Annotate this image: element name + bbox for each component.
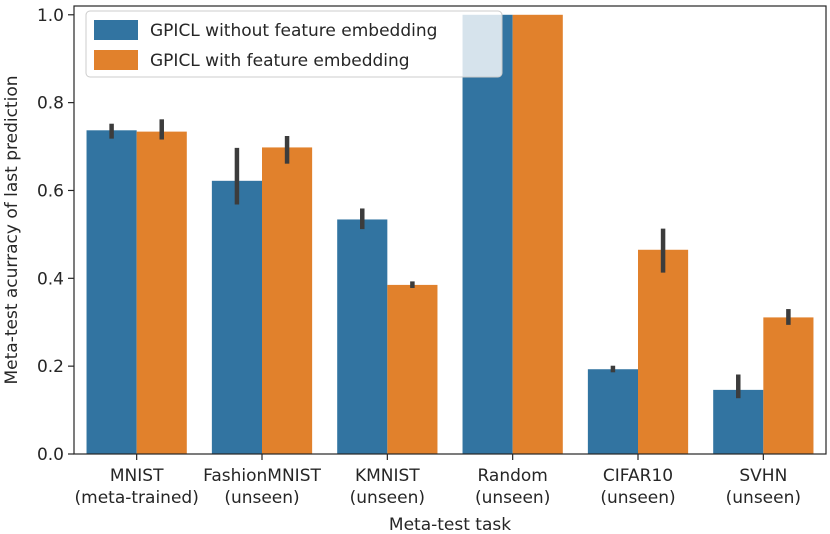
legend: GPICL without feature embedding GPICL wit… <box>85 10 503 78</box>
legend-box <box>85 10 503 78</box>
bar-1-2 <box>211 180 262 454</box>
bar-2-1 <box>136 131 187 454</box>
x-tick-label-2-1: (unseen) <box>350 488 425 508</box>
bar-2-5 <box>638 249 689 454</box>
x-tick-label-5-1: (unseen) <box>726 488 801 508</box>
y-axis-label: Meta-test acurracy of last prediction <box>2 76 22 385</box>
x-axis-label: Meta-test task <box>389 515 511 534</box>
legend-label-2: GPICL with feature embedding <box>150 51 410 71</box>
x-tick-label-4-1: (unseen) <box>600 488 675 508</box>
y-tick-label-0: 0.0 <box>37 445 64 465</box>
bar-1-4 <box>462 14 513 455</box>
x-tick-label-0-1: (meta-trained) <box>75 488 199 508</box>
y-tick-label-3: 0.6 <box>37 181 64 201</box>
bar-2-2 <box>262 147 313 455</box>
bar-2-6 <box>763 317 814 454</box>
x-tick-label-4-0: CIFAR10 <box>603 466 673 486</box>
y-tick-label-2: 0.4 <box>37 269 64 289</box>
bar-1-5 <box>587 369 638 454</box>
x-tick-label-5-0: SVHN <box>739 466 787 486</box>
bars-layer <box>86 14 814 455</box>
legend-swatch-2 <box>94 50 138 70</box>
x-tick-label-1-1: (unseen) <box>224 488 299 508</box>
x-tick-label-2-0: KMNIST <box>355 466 420 486</box>
x-tick-label-3-1: (unseen) <box>475 488 550 508</box>
y-tick-label-1: 0.2 <box>37 357 64 377</box>
bar-1-1 <box>86 130 137 454</box>
y-tick-label-5: 1.0 <box>37 6 64 26</box>
y-tick-label-4: 0.8 <box>37 94 64 114</box>
bar-2-3 <box>387 284 438 454</box>
x-tick-label-1-0: FashionMNIST <box>203 466 321 486</box>
bar-1-3 <box>337 219 388 454</box>
bar-2-4 <box>512 14 563 455</box>
legend-swatch-1 <box>94 20 138 40</box>
x-tick-label-3-0: Random <box>477 466 547 486</box>
errorbars-layer <box>109 119 791 399</box>
plot-frame <box>73 5 827 455</box>
x-tick-label-0-0: MNIST <box>110 466 164 486</box>
legend-label-1: GPICL without feature embedding <box>150 21 437 41</box>
bar-1-6 <box>713 389 764 454</box>
axes-layer: 0.0 0.2 0.4 0.6 0.8 1.0 MNIST(meta-trained)Fas… <box>37 5 827 508</box>
